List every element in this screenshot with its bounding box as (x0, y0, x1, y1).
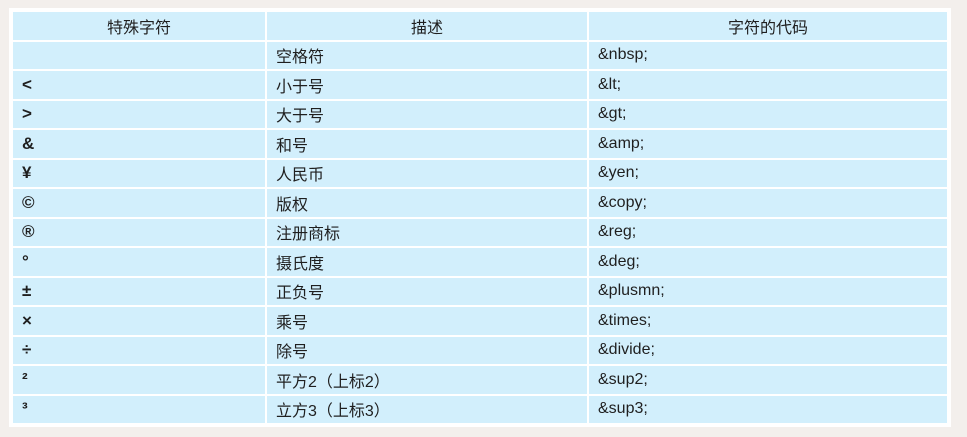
description-cell: 大于号 (267, 100, 587, 128)
description-cell: 立方3（上标3） (267, 395, 587, 423)
code-cell: &yen; (589, 159, 947, 187)
code-cell: &copy; (589, 189, 947, 217)
description-cell: 小于号 (267, 71, 587, 99)
code-cell: &sup2; (589, 366, 947, 394)
table-row: & 和号 &amp; (13, 130, 947, 158)
special-char-cell: × (13, 307, 265, 335)
special-char-cell: ³ (13, 395, 265, 423)
special-char-cell: ÷ (13, 336, 265, 364)
special-char-cell: ¥ (13, 159, 265, 187)
code-cell: &sup3; (589, 395, 947, 423)
code-cell: &lt; (589, 71, 947, 99)
table-row: × 乘号 &times; (13, 307, 947, 335)
table-row: ¥ 人民币 &yen; (13, 159, 947, 187)
special-char-cell: © (13, 189, 265, 217)
code-cell: &plusmn; (589, 277, 947, 305)
description-cell: 除号 (267, 336, 587, 364)
table-row: © 版权 &copy; (13, 189, 947, 217)
table-body: 空格符 &nbsp; < 小于号 &lt; > 大于号 &gt; & 和号 &a… (13, 41, 947, 423)
table-row: ° 摄氏度 &deg; (13, 248, 947, 276)
special-char-cell (13, 41, 265, 69)
description-cell: 平方2（上标2） (267, 366, 587, 394)
description-cell: 正负号 (267, 277, 587, 305)
table-row: 空格符 &nbsp; (13, 41, 947, 69)
code-cell: &times; (589, 307, 947, 335)
description-cell: 版权 (267, 189, 587, 217)
code-cell: &divide; (589, 336, 947, 364)
code-cell: &nbsp; (589, 41, 947, 69)
table-row: ÷ 除号 &divide; (13, 336, 947, 364)
description-cell: 摄氏度 (267, 248, 587, 276)
table-row: ² 平方2（上标2） &sup2; (13, 366, 947, 394)
header-special-char: 特殊字符 (13, 12, 265, 40)
special-char-cell: ® (13, 218, 265, 246)
table-row: ® 注册商标 &reg; (13, 218, 947, 246)
code-cell: &reg; (589, 218, 947, 246)
special-char-cell: ° (13, 248, 265, 276)
description-cell: 空格符 (267, 41, 587, 69)
code-cell: &amp; (589, 130, 947, 158)
special-char-cell: ± (13, 277, 265, 305)
table-row: ± 正负号 &plusmn; (13, 277, 947, 305)
description-cell: 和号 (267, 130, 587, 158)
special-char-cell: & (13, 130, 265, 158)
table-row: ³ 立方3（上标3） &sup3; (13, 395, 947, 423)
table-row: < 小于号 &lt; (13, 71, 947, 99)
description-cell: 人民币 (267, 159, 587, 187)
description-cell: 乘号 (267, 307, 587, 335)
special-char-cell: < (13, 71, 265, 99)
special-char-cell: > (13, 100, 265, 128)
header-description: 描述 (267, 12, 587, 40)
code-cell: &deg; (589, 248, 947, 276)
special-char-cell: ² (13, 366, 265, 394)
code-cell: &gt; (589, 100, 947, 128)
special-characters-table: 特殊字符 描述 字符的代码 空格符 &nbsp; < 小于号 &lt; > 大于… (9, 8, 951, 427)
table-header: 特殊字符 描述 字符的代码 (13, 12, 947, 40)
header-code: 字符的代码 (589, 12, 947, 40)
table-row: > 大于号 &gt; (13, 100, 947, 128)
header-row: 特殊字符 描述 字符的代码 (13, 12, 947, 40)
description-cell: 注册商标 (267, 218, 587, 246)
